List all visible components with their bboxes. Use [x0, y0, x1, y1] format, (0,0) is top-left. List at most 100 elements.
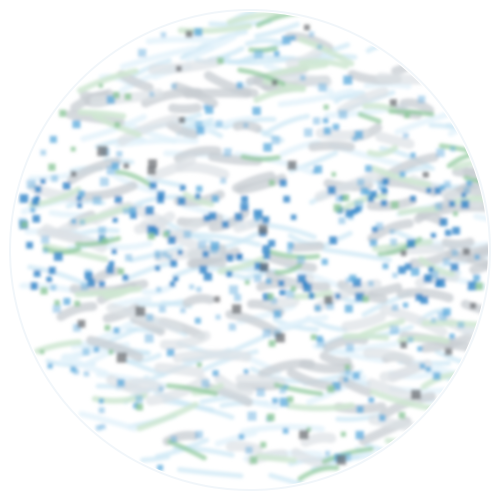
- blue-dot: [30, 282, 38, 290]
- blue-dot: [33, 270, 41, 277]
- light-blue-dot: [171, 83, 177, 89]
- blue-dot: [98, 398, 104, 404]
- blue-dot: [253, 209, 263, 219]
- green-stroke: [274, 262, 303, 275]
- pale-blue-stroke: [140, 454, 171, 463]
- dark-gray-dot: [123, 162, 130, 169]
- pale-blue-stroke: [70, 319, 136, 350]
- dark-gray-dots: [70, 24, 477, 465]
- blue-dot: [84, 272, 93, 281]
- blue-dot: [365, 189, 371, 196]
- gray-stroke: [322, 334, 369, 353]
- green-stroke: [248, 45, 278, 53]
- green-dot: [197, 362, 202, 368]
- gray-stroke: [399, 98, 435, 115]
- blue-dot: [240, 203, 249, 212]
- dark-gray-dot: [176, 65, 182, 72]
- gray-stroke: [106, 374, 150, 398]
- light-blue-dot: [345, 343, 354, 352]
- blue-dot: [72, 120, 81, 129]
- pale-blue-stroke: [254, 21, 300, 39]
- blue-dot: [31, 198, 39, 206]
- blue-dot: [122, 274, 129, 281]
- green-stroke: [167, 439, 207, 461]
- light-blue-dot: [253, 274, 262, 283]
- light-blue-dot: [52, 304, 61, 313]
- green-dots: [21, 57, 484, 464]
- green-stroke: [418, 256, 456, 277]
- blue-dot: [332, 123, 340, 131]
- blue-dot: [365, 165, 373, 173]
- gray-stroke: [225, 441, 263, 455]
- gray-stroke: [396, 288, 454, 303]
- green-dot: [40, 287, 48, 295]
- blue-dot: [254, 262, 263, 270]
- blue-dot: [129, 206, 137, 215]
- blue-dot: [48, 266, 56, 275]
- light-blue-dot: [344, 369, 351, 376]
- gray-stroke: [203, 71, 259, 98]
- blue-dot: [19, 194, 29, 203]
- blue-dot: [329, 236, 338, 245]
- blue-dot: [262, 245, 271, 254]
- light-blue-dot: [135, 395, 143, 403]
- blue-dot: [314, 165, 323, 174]
- green-dot: [327, 385, 335, 393]
- blue-dot: [290, 214, 297, 220]
- green-dot: [114, 121, 121, 128]
- blue-dot: [203, 272, 212, 281]
- gray-stroke: [231, 171, 276, 193]
- blue-dot: [170, 259, 178, 267]
- green-dot: [310, 334, 317, 340]
- blue-dot: [149, 181, 157, 190]
- gray-stroke: [278, 273, 315, 288]
- blue-dot: [415, 293, 423, 301]
- green-dot: [74, 300, 81, 307]
- gray-stroke: [300, 432, 337, 447]
- pale-blue-stroke: [184, 34, 237, 62]
- green-dot: [391, 201, 399, 209]
- blue-dot: [63, 298, 71, 305]
- green-stroke: [369, 389, 436, 412]
- gray-stroke: [235, 374, 286, 388]
- gray-stroke: [78, 181, 138, 201]
- light-blue-dot: [144, 333, 154, 343]
- light-blue-dot: [195, 430, 203, 439]
- light-blue-dot: [195, 120, 203, 129]
- blue-dot: [194, 193, 201, 200]
- light-blue-dot: [125, 254, 133, 262]
- blue-dot: [360, 187, 368, 195]
- light-blue-dot: [229, 285, 239, 295]
- gray-stroke: [208, 208, 250, 232]
- blue-dot: [243, 369, 249, 375]
- blue-dot: [49, 135, 57, 143]
- green-stroke: [298, 58, 349, 70]
- blue-dot: [254, 215, 261, 222]
- pale-blue-stroke: [272, 317, 320, 333]
- blue-dot: [26, 241, 33, 249]
- light-blue-dot: [338, 110, 348, 119]
- green-stroke: [77, 68, 139, 94]
- light-blue-dot: [287, 247, 293, 254]
- blue-dot: [76, 195, 82, 202]
- green-dot: [306, 427, 311, 432]
- gray-stroke: [175, 162, 230, 180]
- gray-stroke: [150, 154, 197, 180]
- light-blue-dot: [391, 304, 399, 311]
- green-dot: [398, 412, 406, 419]
- light-blue-dot: [338, 217, 346, 225]
- gray-stroke: [341, 312, 387, 332]
- light-blue-dot: [247, 411, 257, 421]
- blue-dot: [417, 346, 423, 352]
- blue-dot: [439, 218, 448, 226]
- blue-dot: [466, 180, 473, 187]
- light-blue-dot: [313, 117, 321, 125]
- blue-dot: [314, 305, 321, 312]
- light-blue-dot: [407, 336, 414, 343]
- blue-dot: [133, 402, 139, 409]
- light-blue-dot: [318, 83, 327, 92]
- pale-blue-stroke: [122, 121, 178, 145]
- green-dot: [260, 441, 267, 448]
- pale-blue-stroke: [80, 114, 147, 142]
- green-stroke: [298, 36, 355, 67]
